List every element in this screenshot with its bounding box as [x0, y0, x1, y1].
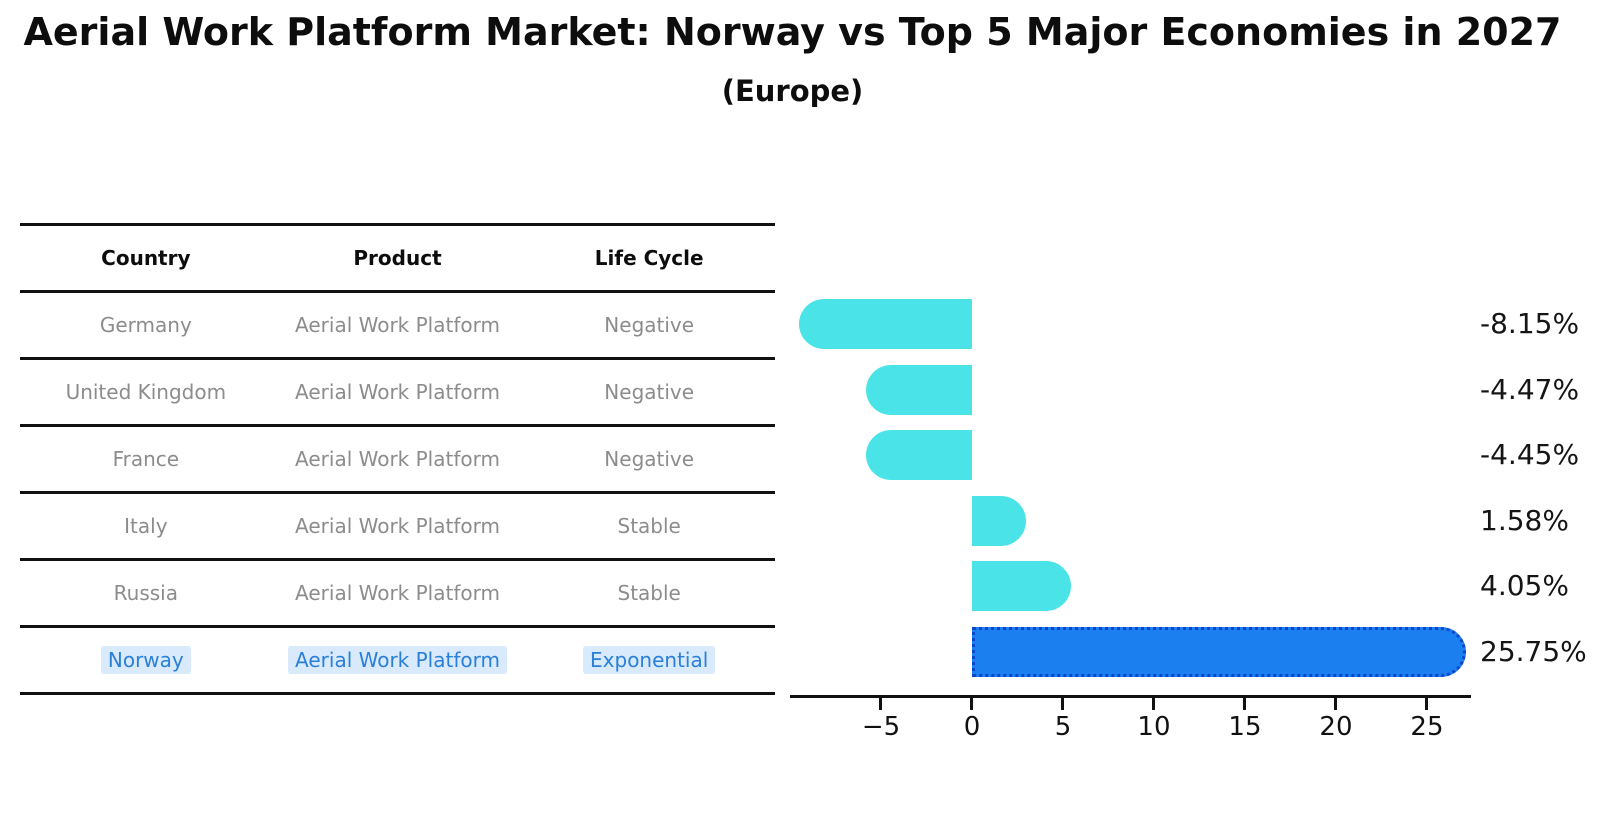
- table-row-united-kingdom: United Kingdom Aerial Work Platform Nega…: [20, 357, 775, 424]
- column-header-country: Country: [101, 246, 191, 270]
- x-tick-mark: [1061, 698, 1065, 710]
- table-row-russia: Russia Aerial Work Platform Stable: [20, 558, 775, 625]
- x-tick-label: 10: [1137, 712, 1171, 742]
- bar-chart: -8.15% -4.47% -4.45% 1.58% 4.05% 25.75% −5 0 5 10…: [780, 270, 1613, 823]
- chart-title: Aerial Work Platform Market: Norway vs T…: [23, 10, 1562, 54]
- cell-country: Norway: [20, 646, 272, 674]
- cell-country: Italy: [124, 514, 168, 538]
- cell-product: Aerial Work Platform: [295, 447, 500, 471]
- value-label-united-kingdom: -4.47%: [1480, 372, 1580, 406]
- x-tick-label: −5: [861, 712, 901, 742]
- cell-product: Aerial Work Platform: [295, 581, 500, 605]
- value-label-russia: 4.05%: [1480, 568, 1569, 602]
- x-tick-label: 5: [1054, 712, 1072, 742]
- table-row-france: France Aerial Work Platform Negative: [20, 424, 775, 491]
- cell-country: Germany: [99, 313, 192, 337]
- table-row-norway: Norway Aerial Work Platform Exponential: [20, 625, 775, 692]
- bar-norway: [971, 626, 1466, 677]
- table-header-row: Country Product Life Cycle: [20, 223, 775, 290]
- x-tick-mark: [1243, 698, 1247, 710]
- cell-lifecycle: Negative: [604, 313, 695, 337]
- country-table: Country Product Life Cycle Germany Aeria…: [20, 223, 775, 695]
- x-tick-label: 25: [1410, 712, 1444, 742]
- cell-lifecycle: Negative: [604, 380, 695, 404]
- value-label-norway: 25.75%: [1480, 634, 1587, 668]
- x-tick-mark: [879, 698, 883, 710]
- bar-france: [866, 430, 972, 480]
- cell-lifecycle: Stable: [617, 581, 681, 605]
- x-tick-label: 15: [1228, 712, 1262, 742]
- value-label-italy: 1.58%: [1480, 503, 1569, 537]
- bar-russia: [971, 561, 1071, 611]
- cell-country: Russia: [113, 581, 178, 605]
- cell-country: France: [112, 447, 180, 471]
- column-header-lifecycle: Life Cycle: [594, 246, 704, 270]
- x-tick-mark: [1425, 698, 1429, 710]
- cell-lifecycle: Stable: [617, 514, 681, 538]
- cell-product: Aerial Work Platform: [272, 646, 524, 674]
- value-label-france: -4.45%: [1480, 437, 1580, 471]
- cell-product: Aerial Work Platform: [295, 313, 500, 337]
- bar-germany: [798, 299, 972, 349]
- cell-product: Aerial Work Platform: [295, 380, 500, 404]
- cell-product: Aerial Work Platform: [295, 514, 500, 538]
- bar-italy: [971, 495, 1026, 546]
- x-tick-label: 0: [963, 712, 981, 742]
- x-tick-label: 20: [1319, 712, 1353, 742]
- cell-lifecycle: Exponential: [523, 646, 775, 674]
- chart-subtitle: (Europe): [721, 74, 864, 108]
- table-row-germany: Germany Aerial Work Platform Negative: [20, 290, 775, 357]
- table-row-italy: Italy Aerial Work Platform Stable: [20, 491, 775, 558]
- bar-united-kingdom: [865, 364, 972, 415]
- value-label-germany: -8.15%: [1480, 306, 1580, 340]
- x-tick-mark: [1334, 698, 1338, 710]
- cell-lifecycle: Negative: [604, 447, 695, 471]
- column-header-product: Product: [353, 246, 442, 270]
- cell-country: United Kingdom: [65, 380, 227, 404]
- x-tick-mark: [1152, 698, 1156, 710]
- x-axis-line: [790, 695, 1471, 698]
- x-tick-mark: [970, 698, 974, 710]
